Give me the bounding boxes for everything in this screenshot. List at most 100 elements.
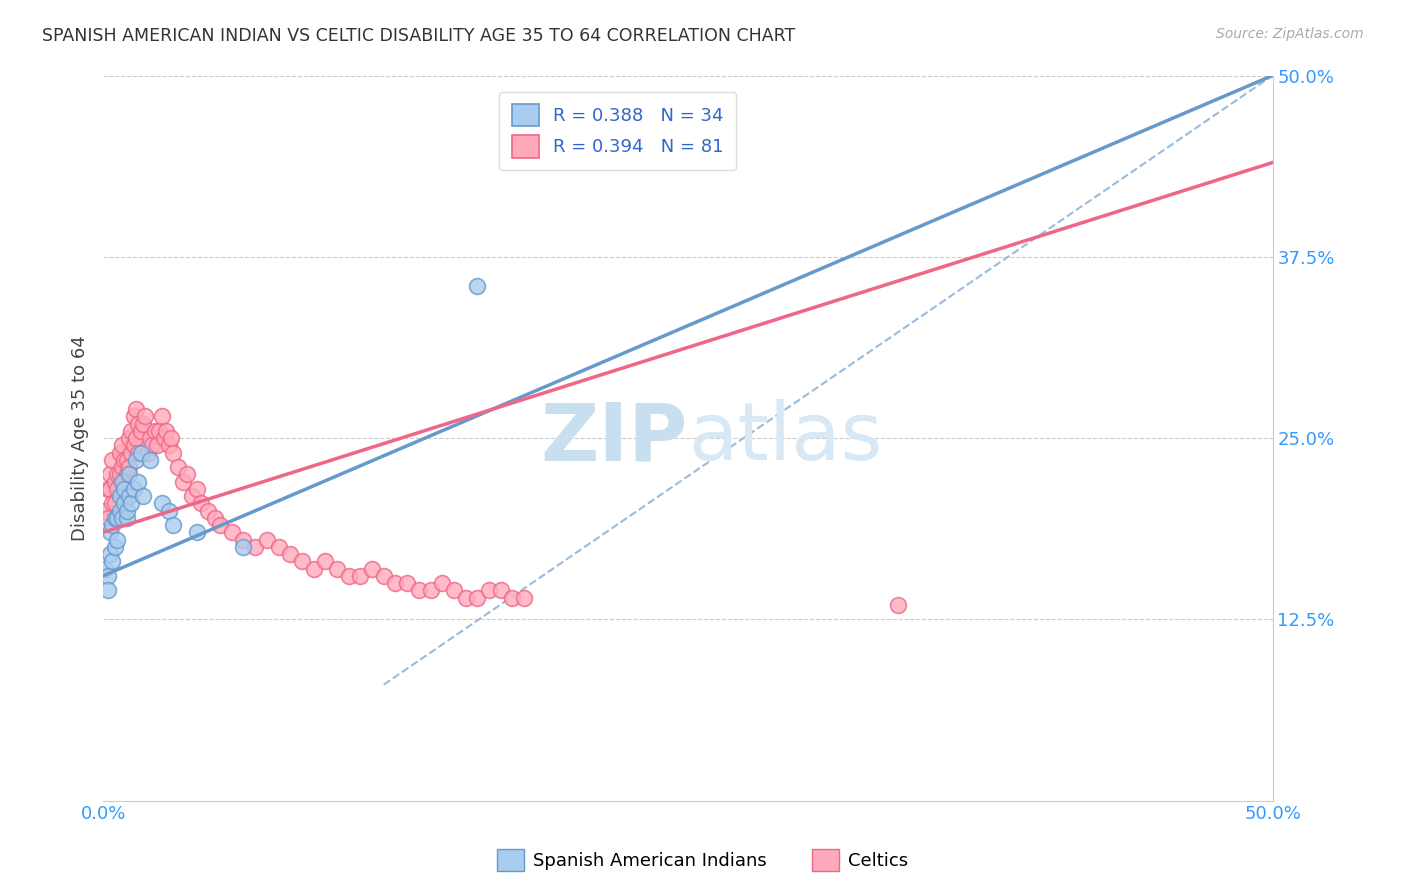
Text: Source: ZipAtlas.com: Source: ZipAtlas.com	[1216, 27, 1364, 41]
Point	[118, 460, 141, 475]
Point	[118, 489, 141, 503]
Point	[209, 518, 232, 533]
Point	[384, 576, 406, 591]
Point	[127, 475, 149, 489]
Point	[104, 475, 127, 489]
Point	[186, 525, 208, 540]
Point	[120, 424, 142, 438]
Point	[115, 452, 138, 467]
Point	[94, 561, 117, 575]
Point	[501, 591, 523, 605]
Point	[232, 533, 254, 547]
Point	[396, 576, 419, 591]
Point	[98, 525, 121, 540]
Point	[454, 591, 477, 605]
Point	[98, 547, 121, 561]
Text: ZIP: ZIP	[540, 399, 688, 477]
Point	[465, 278, 488, 293]
Point	[172, 475, 194, 489]
Point	[176, 467, 198, 482]
Point	[111, 438, 134, 452]
Point	[465, 591, 488, 605]
Point	[134, 409, 156, 424]
Point	[101, 496, 124, 510]
Y-axis label: Disability Age 35 to 64: Disability Age 35 to 64	[72, 335, 89, 541]
Point	[115, 511, 138, 525]
Point	[373, 569, 395, 583]
Point	[160, 431, 183, 445]
Point	[155, 424, 177, 438]
Point	[146, 438, 169, 452]
Point	[478, 583, 501, 598]
Point	[887, 598, 910, 612]
Point	[97, 569, 120, 583]
Point	[337, 569, 360, 583]
Point	[221, 525, 243, 540]
Point	[118, 431, 141, 445]
Point	[101, 554, 124, 568]
Point	[143, 424, 166, 438]
Point	[136, 445, 159, 459]
Point	[127, 445, 149, 459]
Point	[129, 424, 152, 438]
Point	[111, 460, 134, 475]
Point	[125, 402, 148, 417]
Point	[101, 518, 124, 533]
Point	[181, 489, 204, 503]
Point	[432, 576, 454, 591]
Point	[243, 540, 266, 554]
Point	[419, 583, 441, 598]
Point	[120, 496, 142, 510]
Point	[104, 496, 127, 510]
Point	[98, 482, 121, 496]
Point	[489, 583, 512, 598]
Point	[190, 496, 212, 510]
Point	[349, 569, 371, 583]
Point	[98, 467, 121, 482]
Point	[104, 540, 127, 554]
Point	[111, 511, 134, 525]
Point	[105, 482, 128, 496]
Point	[314, 554, 336, 568]
Point	[197, 503, 219, 517]
Point	[127, 417, 149, 431]
Point	[139, 431, 162, 445]
Point	[97, 583, 120, 598]
Point	[186, 482, 208, 496]
Point	[108, 503, 131, 517]
Point	[157, 503, 180, 517]
Point	[111, 475, 134, 489]
Point	[162, 445, 184, 459]
Point	[105, 467, 128, 482]
Point	[256, 533, 278, 547]
Point	[204, 511, 226, 525]
Point	[97, 511, 120, 525]
Point	[443, 583, 465, 598]
Point	[150, 409, 173, 424]
Point	[302, 561, 325, 575]
Point	[232, 540, 254, 554]
Point	[118, 467, 141, 482]
Point	[153, 431, 176, 445]
Point	[112, 496, 135, 510]
Point	[120, 445, 142, 459]
Point	[148, 424, 170, 438]
Point	[105, 511, 128, 525]
Point	[408, 583, 430, 598]
Legend: R = 0.388   N = 34, R = 0.394   N = 81: R = 0.388 N = 34, R = 0.394 N = 81	[499, 92, 737, 170]
Point	[125, 452, 148, 467]
Point	[112, 452, 135, 467]
Point	[122, 409, 145, 424]
Point	[132, 417, 155, 431]
Point	[101, 452, 124, 467]
Text: atlas: atlas	[688, 399, 882, 477]
Point	[108, 489, 131, 503]
Point	[104, 511, 127, 525]
Point	[162, 518, 184, 533]
Point	[139, 452, 162, 467]
Point	[115, 467, 138, 482]
Point	[513, 591, 536, 605]
Point	[150, 496, 173, 510]
Point	[97, 482, 120, 496]
Point	[361, 561, 384, 575]
